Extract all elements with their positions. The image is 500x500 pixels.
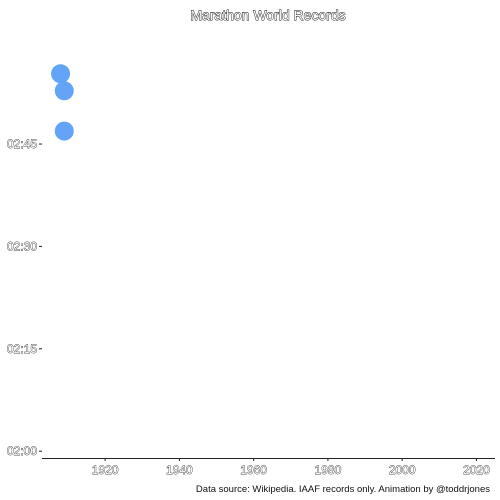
x-tick-label: 1980 — [315, 463, 342, 477]
data-point — [54, 81, 74, 101]
x-tick-label: 2020 — [463, 463, 490, 477]
chart-title: Marathon World Records — [190, 7, 345, 23]
x-tick-label: 2000 — [389, 463, 416, 477]
x-tick-label: 1920 — [92, 463, 119, 477]
x-tick-label: 1960 — [240, 463, 267, 477]
y-tick-label: 02:00 — [7, 444, 37, 458]
data-point — [54, 121, 74, 141]
data-point — [51, 64, 71, 84]
x-tick-label: 1940 — [166, 463, 193, 477]
chart-caption: Data source: Wikipedia. IAAF records onl… — [196, 484, 490, 495]
x-axis-ticks: 1920 1940 1960 1980 2000 2020 — [91, 458, 490, 477]
y-tick-label: 02:45 — [7, 137, 37, 151]
y-tick-label: 02:30 — [7, 239, 37, 253]
y-tick-label: 02:15 — [7, 342, 37, 356]
data-points — [51, 64, 74, 141]
y-axis-ticks: 02:00 02:15 02:30 02:45 — [7, 137, 42, 459]
